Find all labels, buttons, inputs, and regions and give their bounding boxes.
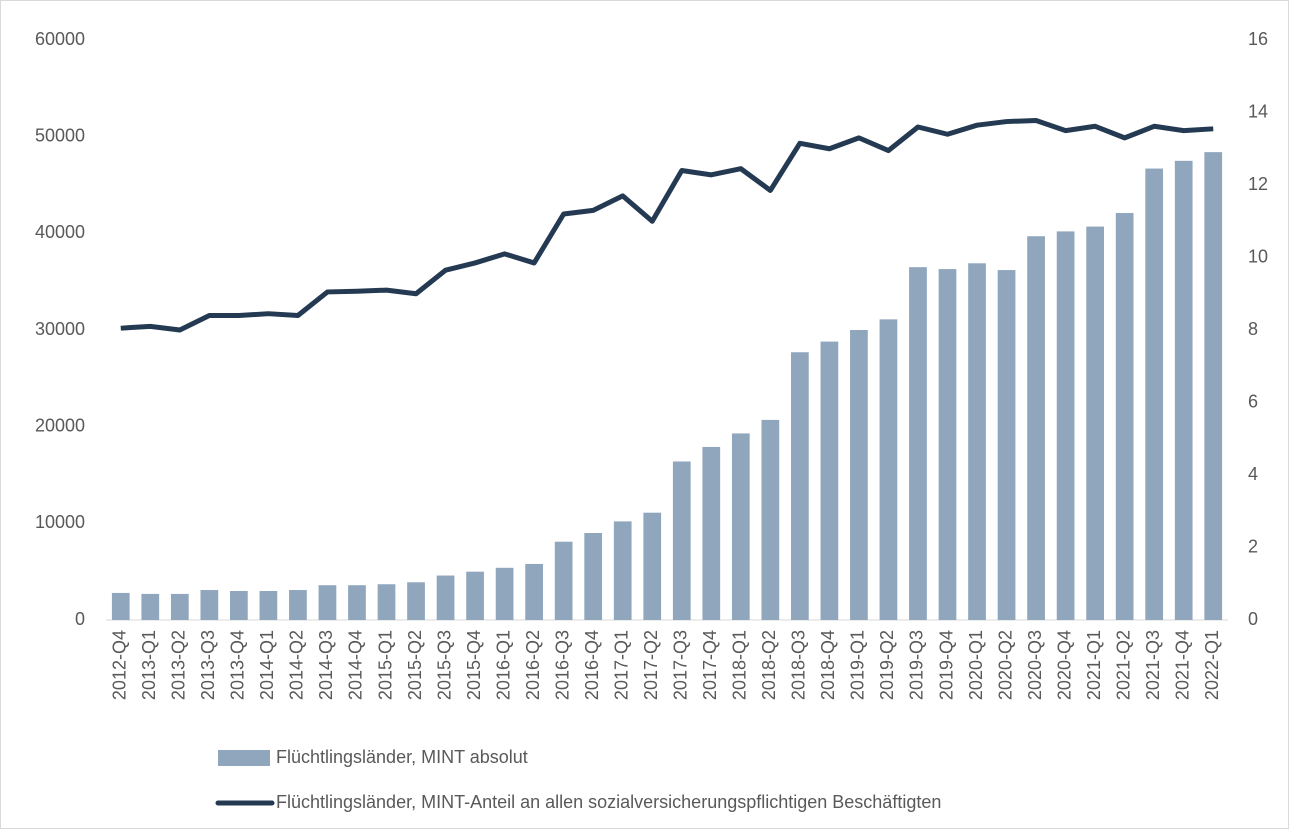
y2-tick-label: 0 bbox=[1248, 609, 1258, 629]
legend-label: Flüchtlingsländer, MINT absolut bbox=[276, 747, 528, 767]
bar bbox=[820, 341, 839, 620]
x-tick-label: 2020-Q2 bbox=[995, 630, 1015, 700]
legend-swatch bbox=[218, 750, 270, 766]
bar bbox=[554, 541, 573, 620]
bar bbox=[584, 533, 603, 620]
x-tick-label: 2019-Q1 bbox=[848, 630, 868, 700]
y2-tick-label: 8 bbox=[1248, 319, 1258, 339]
x-tick-label: 2015-Q2 bbox=[405, 630, 425, 700]
bar bbox=[525, 563, 543, 620]
bar bbox=[879, 319, 898, 620]
x-tick-label: 2013-Q3 bbox=[198, 630, 218, 700]
bar bbox=[259, 591, 278, 620]
x-tick-label: 2017-Q4 bbox=[700, 630, 720, 700]
x-tick-label: 2019-Q2 bbox=[877, 630, 897, 700]
bar bbox=[1174, 160, 1193, 621]
x-tick-label: 2021-Q3 bbox=[1143, 630, 1163, 700]
x-tick-label: 2020-Q3 bbox=[1025, 630, 1045, 700]
bar bbox=[407, 582, 425, 620]
bar bbox=[938, 269, 957, 620]
y-tick-label: 20000 bbox=[35, 415, 85, 435]
x-tick-label: 2015-Q3 bbox=[434, 630, 454, 700]
bar bbox=[289, 590, 307, 620]
bar bbox=[230, 591, 248, 620]
x-tick-label: 2016-Q3 bbox=[552, 630, 572, 700]
bar bbox=[702, 446, 721, 620]
y2-tick-label: 4 bbox=[1248, 464, 1258, 484]
x-tick-label: 2021-Q1 bbox=[1084, 630, 1104, 700]
line bbox=[120, 117, 1214, 333]
bar bbox=[348, 585, 366, 620]
x-tick-label: 2012-Q4 bbox=[110, 630, 130, 700]
y2-tick-label: 12 bbox=[1248, 174, 1268, 194]
bar bbox=[436, 575, 455, 620]
x-tick-label: 2017-Q2 bbox=[641, 630, 661, 700]
bar bbox=[761, 419, 780, 620]
bar bbox=[643, 512, 662, 620]
legend-label: Flüchtlingsländer, MINT-Anteil an allen … bbox=[276, 792, 941, 812]
y-tick-label: 60000 bbox=[35, 29, 85, 49]
y2-tick-label: 16 bbox=[1248, 29, 1268, 49]
bar bbox=[791, 352, 809, 620]
x-tick-label: 2013-Q2 bbox=[169, 630, 189, 700]
x-tick-label: 2015-Q4 bbox=[464, 630, 484, 700]
y-tick-label: 40000 bbox=[35, 222, 85, 242]
x-tick-label: 2019-Q3 bbox=[907, 630, 927, 700]
bar bbox=[731, 433, 750, 620]
x-tick-label: 2014-Q1 bbox=[257, 630, 277, 700]
bar bbox=[1204, 152, 1223, 620]
y2-tick-label: 10 bbox=[1248, 246, 1268, 266]
bar bbox=[141, 593, 160, 620]
x-tick-label: 2013-Q1 bbox=[139, 630, 159, 700]
bar bbox=[1115, 213, 1134, 621]
x-tick-label: 2013-Q4 bbox=[228, 630, 248, 700]
bar bbox=[200, 590, 219, 620]
bar bbox=[1086, 226, 1104, 621]
bar bbox=[1145, 168, 1164, 621]
bar bbox=[377, 584, 396, 620]
bar bbox=[613, 521, 632, 620]
bar bbox=[495, 567, 514, 620]
x-tick-label: 2017-Q1 bbox=[611, 630, 631, 700]
bar bbox=[997, 270, 1016, 620]
x-tick-label: 2018-Q2 bbox=[759, 630, 779, 700]
y-tick-label: 0 bbox=[75, 609, 85, 629]
y-tick-label: 30000 bbox=[35, 319, 85, 339]
bar bbox=[672, 461, 691, 620]
bar bbox=[1027, 236, 1045, 620]
x-tick-label: 2022-Q1 bbox=[1202, 630, 1222, 700]
y-tick-label: 50000 bbox=[35, 125, 85, 145]
x-tick-label: 2018-Q1 bbox=[730, 630, 750, 700]
bar bbox=[111, 592, 130, 620]
x-tick-label: 2016-Q2 bbox=[523, 630, 543, 700]
y2-tick-label: 6 bbox=[1248, 391, 1258, 411]
y2-tick-label: 14 bbox=[1248, 101, 1268, 121]
bar bbox=[466, 571, 484, 620]
x-tick-label: 2021-Q4 bbox=[1172, 630, 1192, 700]
x-tick-label: 2015-Q1 bbox=[375, 630, 395, 700]
x-tick-label: 2018-Q3 bbox=[789, 630, 809, 700]
x-tick-label: 2017-Q3 bbox=[671, 630, 691, 700]
x-tick-label: 2019-Q4 bbox=[936, 630, 956, 700]
bar bbox=[850, 330, 868, 620]
bar bbox=[170, 593, 189, 620]
bar bbox=[909, 267, 927, 620]
bar bbox=[1056, 231, 1075, 620]
bar bbox=[318, 585, 337, 620]
x-tick-label: 2020-Q1 bbox=[966, 630, 986, 700]
y2-tick-label: 2 bbox=[1248, 536, 1258, 556]
x-tick-label: 2016-Q4 bbox=[582, 630, 602, 700]
x-tick-label: 2014-Q4 bbox=[346, 630, 366, 700]
x-tick-label: 2020-Q4 bbox=[1054, 630, 1074, 700]
x-tick-label: 2018-Q4 bbox=[818, 630, 838, 700]
x-tick-label: 2014-Q2 bbox=[287, 630, 307, 700]
x-tick-label: 2021-Q2 bbox=[1113, 630, 1133, 700]
bar bbox=[968, 263, 986, 620]
x-tick-label: 2016-Q1 bbox=[493, 630, 513, 700]
x-tick-label: 2014-Q3 bbox=[316, 630, 336, 700]
y-tick-label: 10000 bbox=[35, 512, 85, 532]
